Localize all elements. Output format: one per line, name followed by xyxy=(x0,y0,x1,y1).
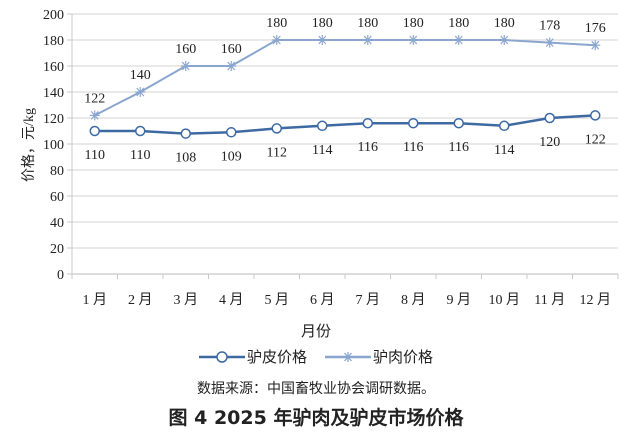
data-label: 160 xyxy=(175,42,196,57)
asterisk-marker-icon xyxy=(135,87,146,97)
line-chart: 0 20 40 60 80 100 120 140 160 180 200 1 月 2 月 3 月 4 月… xyxy=(21,8,619,308)
y-tick-label: 80 xyxy=(50,164,64,179)
data-label: 180 xyxy=(494,16,515,31)
y-tick-label: 160 xyxy=(43,60,64,75)
data-label: 110 xyxy=(130,148,150,163)
data-label: 109 xyxy=(221,149,242,164)
circle-marker-icon xyxy=(271,123,282,134)
legend: 驴皮价格 驴肉价格 xyxy=(0,346,632,367)
y-tick-label: 0 xyxy=(57,268,64,283)
asterisk-marker-icon xyxy=(408,35,419,45)
x-tick-label: 8 月 xyxy=(401,292,426,308)
y-tick-label: 20 xyxy=(50,242,64,257)
y-axis-title: 价格，元/kg xyxy=(21,108,37,182)
circle-marker-icon xyxy=(89,125,100,137)
circle-marker-icon xyxy=(362,117,373,129)
asterisk-marker-icon xyxy=(590,40,601,51)
x-axis-title: 月份 xyxy=(300,324,331,340)
data-label: 180 xyxy=(266,16,287,31)
circle-marker-icon xyxy=(408,117,419,129)
asterisk-marker-icon xyxy=(325,351,371,362)
asterisk-marker-icon xyxy=(226,61,237,71)
x-tick-label: 7 月 xyxy=(356,292,381,308)
circle-marker-icon xyxy=(499,120,510,132)
data-label: 112 xyxy=(267,145,287,160)
x-tick-label: 9 月 xyxy=(447,292,472,308)
y-tick-label: 180 xyxy=(43,34,64,49)
circle-marker-icon xyxy=(544,112,555,124)
x-axis: 1 月 2 月 3 月 4 月 5 月 6 月 7 月 8 月 9 月 10 月 11 月 12 月 xyxy=(71,274,619,308)
data-label: 120 xyxy=(539,135,560,150)
asterisk-marker-icon xyxy=(362,35,373,45)
x-tick-label: 4 月 xyxy=(219,292,244,308)
circle-marker-icon xyxy=(453,117,464,129)
asterisk-marker-icon xyxy=(89,110,100,121)
asterisk-marker-icon xyxy=(317,35,328,45)
data-label: 108 xyxy=(175,151,196,166)
y-tick-label: 200 xyxy=(43,8,64,23)
x-tick-label: 6 月 xyxy=(310,292,335,308)
source-note: 数据来源：中国畜牧业协会调研数据。 xyxy=(197,382,435,397)
data-label: 114 xyxy=(312,143,332,158)
y-tick-label: 140 xyxy=(43,86,64,101)
data-label: 110 xyxy=(85,148,105,163)
legend-item-hide-price[interactable]: 驴皮价格 xyxy=(198,346,307,367)
data-label: 178 xyxy=(539,19,560,34)
asterisk-marker-icon xyxy=(180,61,191,71)
circle-marker-icon xyxy=(590,110,601,121)
circle-marker-icon xyxy=(180,128,191,139)
x-tick-label: 10 月 xyxy=(489,292,521,308)
x-tick-label: 5 月 xyxy=(265,292,290,308)
asterisk-marker-icon xyxy=(544,37,555,48)
y-tick-label: 100 xyxy=(43,138,64,153)
series-lines xyxy=(89,35,601,139)
gridlines xyxy=(67,13,618,275)
x-tick-label: 12 月 xyxy=(580,292,612,308)
legend-item-meat-price[interactable]: 驴肉价格 xyxy=(325,346,433,367)
data-label: 160 xyxy=(221,42,242,57)
data-label: 180 xyxy=(312,16,333,31)
data-label: 116 xyxy=(358,140,378,155)
data-label: 116 xyxy=(449,140,469,155)
circle-marker-icon xyxy=(226,127,237,138)
y-tick-label: 60 xyxy=(50,190,64,205)
series-line xyxy=(94,114,596,135)
legend-label: 驴皮价格 xyxy=(246,350,307,366)
x-tick-label: 2 月 xyxy=(128,292,153,308)
asterisk-marker-icon xyxy=(499,35,510,45)
circle-marker-icon xyxy=(135,125,146,137)
figure-caption: 图 4 2025 年驴肉及驴皮市场价格 xyxy=(168,407,464,429)
data-label: 180 xyxy=(357,16,378,31)
y-axis-ticks: 0 20 40 60 80 100 120 140 160 180 200 xyxy=(43,8,64,283)
asterisk-marker-icon xyxy=(453,35,464,45)
x-tick-label: 3 月 xyxy=(174,292,199,308)
asterisk-marker-icon xyxy=(271,35,282,45)
circle-marker-icon xyxy=(198,350,245,363)
data-label: 140 xyxy=(130,68,151,83)
x-tick-label: 1 月 xyxy=(83,292,108,308)
legend-label: 驴肉价格 xyxy=(373,350,434,366)
data-label: 180 xyxy=(403,16,424,31)
data-label: 116 xyxy=(403,140,423,155)
circle-marker-icon xyxy=(317,120,328,132)
y-tick-label: 40 xyxy=(50,216,64,231)
y-tick-label: 120 xyxy=(43,112,64,127)
data-labels: 110 110 108 109 112 114 116 116 116 114 120 122 122 1… xyxy=(84,16,606,166)
data-label: 176 xyxy=(585,21,606,36)
data-label: 114 xyxy=(494,143,514,158)
x-tick-label: 11 月 xyxy=(534,292,565,308)
data-label: 122 xyxy=(585,132,606,147)
data-label: 180 xyxy=(448,16,469,31)
data-label: 122 xyxy=(84,91,105,106)
series-line xyxy=(94,39,596,117)
